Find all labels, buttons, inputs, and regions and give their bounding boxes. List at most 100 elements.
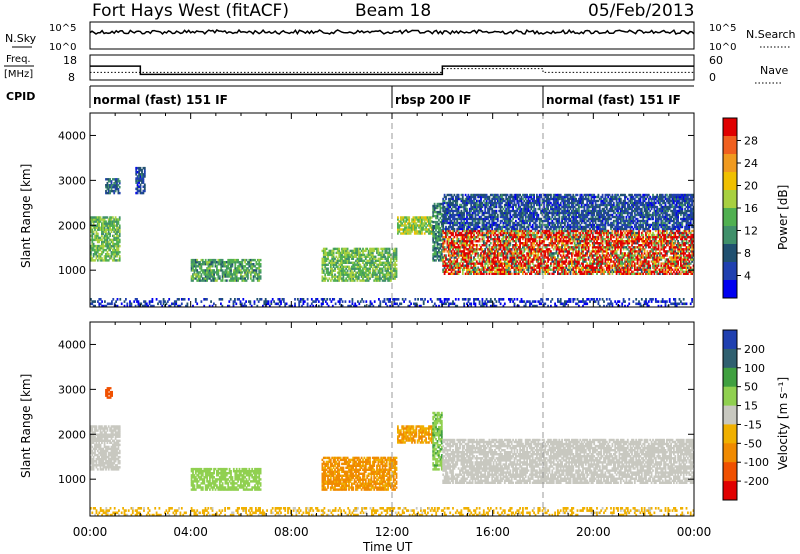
data-cell [579, 240, 582, 243]
data-cell [192, 263, 194, 266]
data-cell [336, 267, 339, 270]
data-cell [643, 270, 646, 273]
data-cell [505, 240, 508, 243]
data-cell [329, 251, 332, 255]
data-cell [650, 248, 653, 251]
data-cell [117, 234, 120, 238]
data-cell [218, 261, 221, 264]
data-cell [562, 260, 565, 263]
data-cell [633, 248, 636, 251]
data-cell [364, 261, 367, 264]
data-cell [652, 246, 654, 249]
data-cell [583, 244, 586, 247]
data-cell [353, 267, 356, 270]
data-cell [582, 248, 584, 251]
data-cell [235, 273, 238, 276]
data-cell [116, 224, 118, 227]
data-cell [605, 246, 608, 249]
data-cell [604, 240, 607, 243]
data-cell [467, 252, 470, 255]
data-cell [435, 249, 437, 252]
data-cell [587, 242, 590, 245]
data-cell [566, 244, 569, 247]
data-cell [636, 272, 639, 275]
data-cell [645, 254, 647, 257]
data-cell [544, 256, 547, 259]
data-cell [231, 265, 234, 268]
data-cell [499, 244, 502, 247]
data-cell [529, 252, 531, 255]
data-cell [206, 273, 208, 276]
data-cell [227, 273, 230, 276]
data-cell [491, 246, 494, 249]
data-cell [221, 263, 224, 266]
data-cell [435, 229, 437, 232]
data-cell [435, 216, 437, 220]
data-cell [230, 271, 232, 274]
data-cell [650, 272, 653, 275]
data-cell [552, 256, 555, 259]
data-cell [371, 267, 374, 270]
data-cell [362, 277, 364, 280]
data-cell [408, 226, 411, 229]
data-cell [639, 258, 642, 261]
data-cell [103, 222, 106, 225]
data-cell [544, 237, 547, 241]
data-cell [631, 235, 633, 239]
data-cell [345, 273, 348, 276]
data-cell [529, 231, 531, 235]
data-cell [629, 254, 632, 257]
data-cell [526, 244, 528, 247]
data-cell [484, 252, 487, 255]
data-cell [371, 263, 374, 266]
data-cell [485, 252, 488, 255]
data-cell [643, 260, 646, 263]
freq-tick-low: 8 [68, 71, 75, 84]
data-cell [141, 173, 143, 176]
data-cell [234, 271, 237, 274]
cpid-mode-label: normal (fast) 151 IF [93, 93, 228, 107]
data-cell [608, 244, 611, 247]
data-cell [515, 250, 517, 253]
data-cell [565, 240, 568, 243]
data-cell [109, 238, 111, 242]
data-cell [503, 248, 506, 251]
data-cell [113, 191, 116, 195]
data-cell [509, 272, 512, 275]
data-cell [352, 251, 355, 255]
data-cell [635, 268, 638, 271]
data-cell [498, 260, 501, 263]
data-cell [510, 229, 513, 233]
data-cell [596, 246, 598, 249]
data-cell [654, 266, 657, 269]
data-cell [107, 240, 110, 244]
data-cell [632, 270, 635, 273]
data-cell [645, 242, 647, 245]
data-cell [529, 233, 531, 237]
data-cell [617, 260, 619, 263]
data-cell [614, 242, 617, 245]
data-cell [345, 251, 348, 255]
data-cell [366, 269, 369, 272]
data-cell [597, 246, 600, 249]
data-cell [105, 232, 107, 235]
data-cell [405, 224, 408, 227]
data-cell [537, 266, 540, 269]
data-cell [516, 233, 519, 237]
data-cell [643, 262, 646, 265]
data-cell [426, 218, 429, 221]
data-cell [474, 229, 477, 233]
data-cell [589, 233, 591, 237]
data-cell [113, 226, 116, 229]
data-cell [474, 262, 477, 265]
data-cell [439, 247, 442, 250]
data-cell [445, 270, 447, 273]
data-cell [423, 224, 426, 227]
data-cell [360, 259, 363, 262]
data-cell [466, 254, 468, 257]
data-cell [430, 224, 433, 227]
data-cell [615, 229, 618, 233]
data-cell [505, 248, 508, 251]
data-cell [663, 272, 665, 275]
data-cell [642, 235, 645, 239]
